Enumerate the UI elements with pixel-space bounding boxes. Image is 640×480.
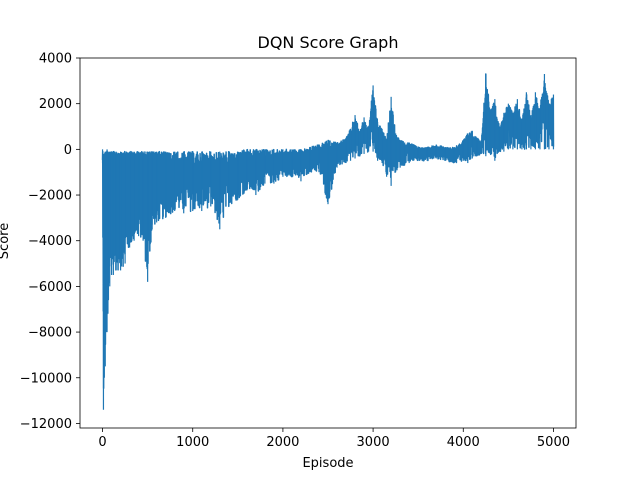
y-tick-label: 0 xyxy=(64,143,72,158)
y-tick-label: −10000 xyxy=(20,371,72,386)
plot-frame xyxy=(79,57,577,429)
y-axis-title: Score xyxy=(0,223,12,259)
y-tick-label: −8000 xyxy=(28,326,72,341)
x-axis-title: Episode xyxy=(302,456,353,471)
x-tick-label: 2000 xyxy=(266,435,299,450)
chart-title: DQN Score Graph xyxy=(258,33,399,52)
x-tick-label: 0 xyxy=(98,435,106,450)
x-tick-label: 4000 xyxy=(447,435,480,450)
x-tick-label: 1000 xyxy=(176,435,209,450)
x-tick-label: 5000 xyxy=(537,435,570,450)
y-tick-label: 4000 xyxy=(39,52,72,67)
x-tick-label: 3000 xyxy=(357,435,390,450)
y-tick-label: −12000 xyxy=(20,417,72,432)
y-tick-label: 2000 xyxy=(39,97,72,112)
y-tick-label: −2000 xyxy=(28,189,72,204)
y-tick-label: −4000 xyxy=(28,234,72,249)
y-tick-label: −6000 xyxy=(28,280,72,295)
plot-area: 0 1000 2000 3000 4000 5000 −12000 −10000 −8000 −6… xyxy=(20,52,577,450)
